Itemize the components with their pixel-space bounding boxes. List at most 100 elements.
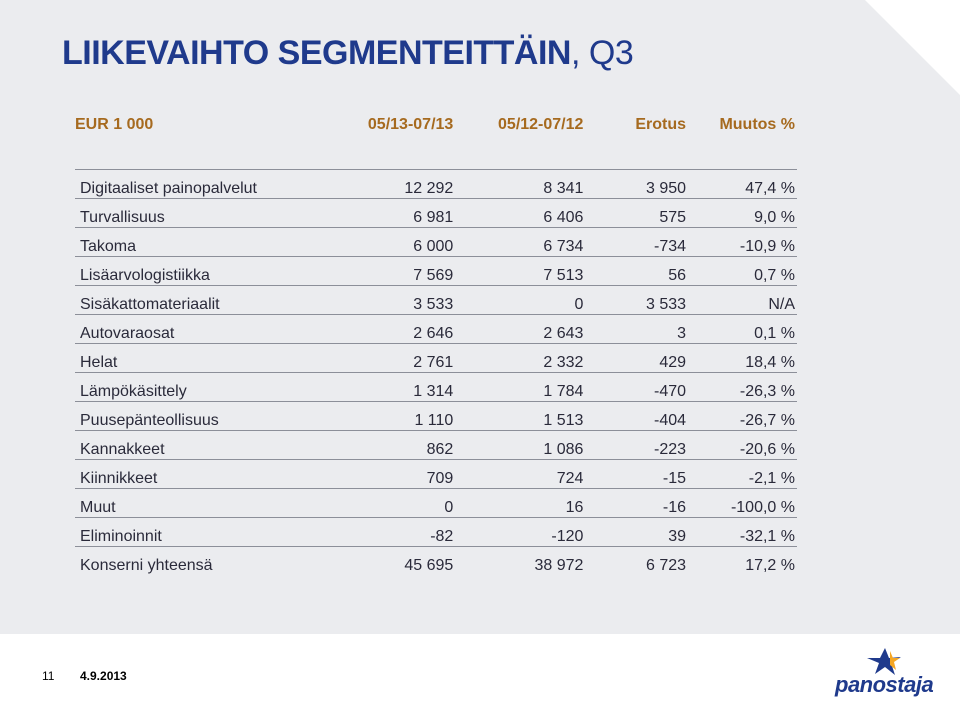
table-row: Lisäarvologistiikka 7 569 7 513 56 0,7 % [75, 256, 797, 286]
previous-period-value: 6 734 [455, 227, 586, 257]
logo-text: panostaja [835, 672, 934, 697]
previous-period-value: 2 643 [455, 314, 586, 344]
header-difference: Erotus [635, 115, 687, 133]
current-period-value: -82 [320, 517, 456, 547]
current-period-value: 45 695 [404, 557, 454, 574]
table-row: Kannakkeet 862 1 086 -223 -20,6 % [75, 430, 797, 460]
page-title-suffix: , Q3 [571, 34, 634, 72]
header-previous-period: 05/12-07/12 [498, 115, 584, 133]
panostaja-logo: panostaja [835, 648, 934, 700]
table-row: Takoma 6 000 6 734 -734 -10,9 % [75, 227, 797, 257]
previous-period-value: 7 513 [455, 256, 586, 286]
current-period-value: 1 314 [320, 372, 456, 402]
difference-value: 39 [585, 517, 689, 547]
segment-revenue-table: EUR 1 000 05/13-07/13 05/12-07/12 Erotus… [75, 108, 797, 575]
segment-name: Konserni yhteensä [80, 557, 213, 574]
footer-date: 4.9.2013 [80, 669, 127, 683]
current-period-value: 2 646 [320, 314, 456, 344]
change-percent-value: -26,7 % [688, 401, 797, 431]
page-title-main: LIIKEVAIHTO SEGMENTEITTÄIN [62, 34, 572, 72]
page-corner-fold [865, 0, 960, 95]
star-icon [867, 648, 901, 675]
segment-name: Turvallisuus [75, 198, 321, 228]
previous-period-value: 1 784 [455, 372, 586, 402]
page-title: LIIKEVAIHTO SEGMENTEITTÄIN, Q3 [62, 34, 634, 73]
previous-period-value: 0 [455, 285, 586, 315]
segment-name: Eliminoinnit [75, 517, 321, 547]
segment-name: Kiinnikkeet [75, 459, 321, 489]
current-period-value: 1 110 [320, 401, 456, 431]
current-period-value: 12 292 [320, 169, 456, 199]
change-percent-value: -32,1 % [688, 517, 797, 547]
difference-value: 575 [585, 198, 689, 228]
table-row: Muut 0 16 -16 -100,0 % [75, 488, 797, 518]
change-percent-value: 17,2 % [745, 557, 795, 574]
current-period-value: 2 761 [320, 343, 456, 373]
difference-value: -470 [585, 372, 689, 402]
difference-value: 56 [585, 256, 689, 286]
difference-value: 6 723 [645, 557, 687, 574]
change-percent-value: -26,3 % [688, 372, 797, 402]
segment-name: Lämpökäsittely [75, 372, 321, 402]
segment-name: Autovaraosat [75, 314, 321, 344]
table-row: Turvallisuus 6 981 6 406 575 9,0 % [75, 198, 797, 228]
segment-name: Sisäkattomateriaalit [75, 285, 321, 315]
difference-value: -404 [585, 401, 689, 431]
previous-period-value: 724 [455, 459, 586, 489]
change-percent-value: 18,4 % [688, 343, 797, 373]
change-percent-value: 47,4 % [688, 169, 797, 199]
change-percent-value: 0,1 % [688, 314, 797, 344]
previous-period-value: 2 332 [455, 343, 586, 373]
segment-name: Takoma [75, 227, 321, 257]
current-period-value: 862 [320, 430, 456, 460]
current-period-value: 709 [320, 459, 456, 489]
difference-value: -734 [585, 227, 689, 257]
change-percent-value: 0,7 % [688, 256, 797, 286]
segment-name: Lisäarvologistiikka [75, 256, 321, 286]
table-row: Autovaraosat 2 646 2 643 3 0,1 % [75, 314, 797, 344]
current-period-value: 6 000 [320, 227, 456, 257]
previous-period-value: -120 [455, 517, 586, 547]
header-change-percent: Muutos % [719, 115, 795, 133]
previous-period-value: 6 406 [455, 198, 586, 228]
difference-value: 3 533 [585, 285, 689, 315]
change-percent-value: N/A [688, 285, 797, 315]
table-row: Sisäkattomateriaalit 3 533 0 3 533 N/A [75, 285, 797, 315]
difference-value: 3 950 [585, 169, 689, 199]
table-header-row: EUR 1 000 05/13-07/13 05/12-07/12 Erotus… [75, 108, 797, 141]
change-percent-value: -10,9 % [688, 227, 797, 257]
current-period-value: 0 [320, 488, 456, 518]
table-row: Eliminoinnit -82 -120 39 -32,1 % [75, 517, 797, 547]
table-spacer [75, 141, 797, 170]
change-percent-value: -20,6 % [688, 430, 797, 460]
previous-period-value: 8 341 [455, 169, 586, 199]
table-row: Helat 2 761 2 332 429 18,4 % [75, 343, 797, 373]
change-percent-value: 9,0 % [688, 198, 797, 228]
table-row: Puusepänteollisuus 1 110 1 513 -404 -26,7 % [75, 401, 797, 431]
current-period-value: 7 569 [320, 256, 456, 286]
segment-name: Digitaaliset painopalvelut [75, 169, 321, 199]
previous-period-value: 1 086 [455, 430, 586, 460]
previous-period-value: 38 972 [534, 557, 584, 574]
difference-value: -223 [585, 430, 689, 460]
difference-value: -15 [585, 459, 689, 489]
table-row: Lämpökäsittely 1 314 1 784 -470 -26,3 % [75, 372, 797, 402]
previous-period-value: 16 [455, 488, 586, 518]
table-row: Digitaaliset painopalvelut 12 292 8 341 3 9… [75, 169, 797, 199]
difference-value: 429 [585, 343, 689, 373]
difference-value: -16 [585, 488, 689, 518]
segment-name: Kannakkeet [75, 430, 321, 460]
header-current-period: 05/13-07/13 [367, 115, 454, 133]
segment-name: Muut [75, 488, 321, 518]
difference-value: 3 [585, 314, 689, 344]
table-row: Kiinnikkeet 709 724 -15 -2,1 % [75, 459, 797, 489]
current-period-value: 3 533 [320, 285, 456, 315]
header-unit: EUR 1 000 [75, 115, 154, 133]
previous-period-value: 1 513 [455, 401, 586, 431]
segment-name: Puusepänteollisuus [75, 401, 321, 431]
table-row: Konserni yhteensä 45 695 38 972 6 723 17,2 % [75, 547, 797, 576]
segment-name: Helat [75, 343, 321, 373]
change-percent-value: -2,1 % [688, 459, 797, 489]
page-number: 11 [42, 669, 55, 683]
current-period-value: 6 981 [320, 198, 456, 228]
